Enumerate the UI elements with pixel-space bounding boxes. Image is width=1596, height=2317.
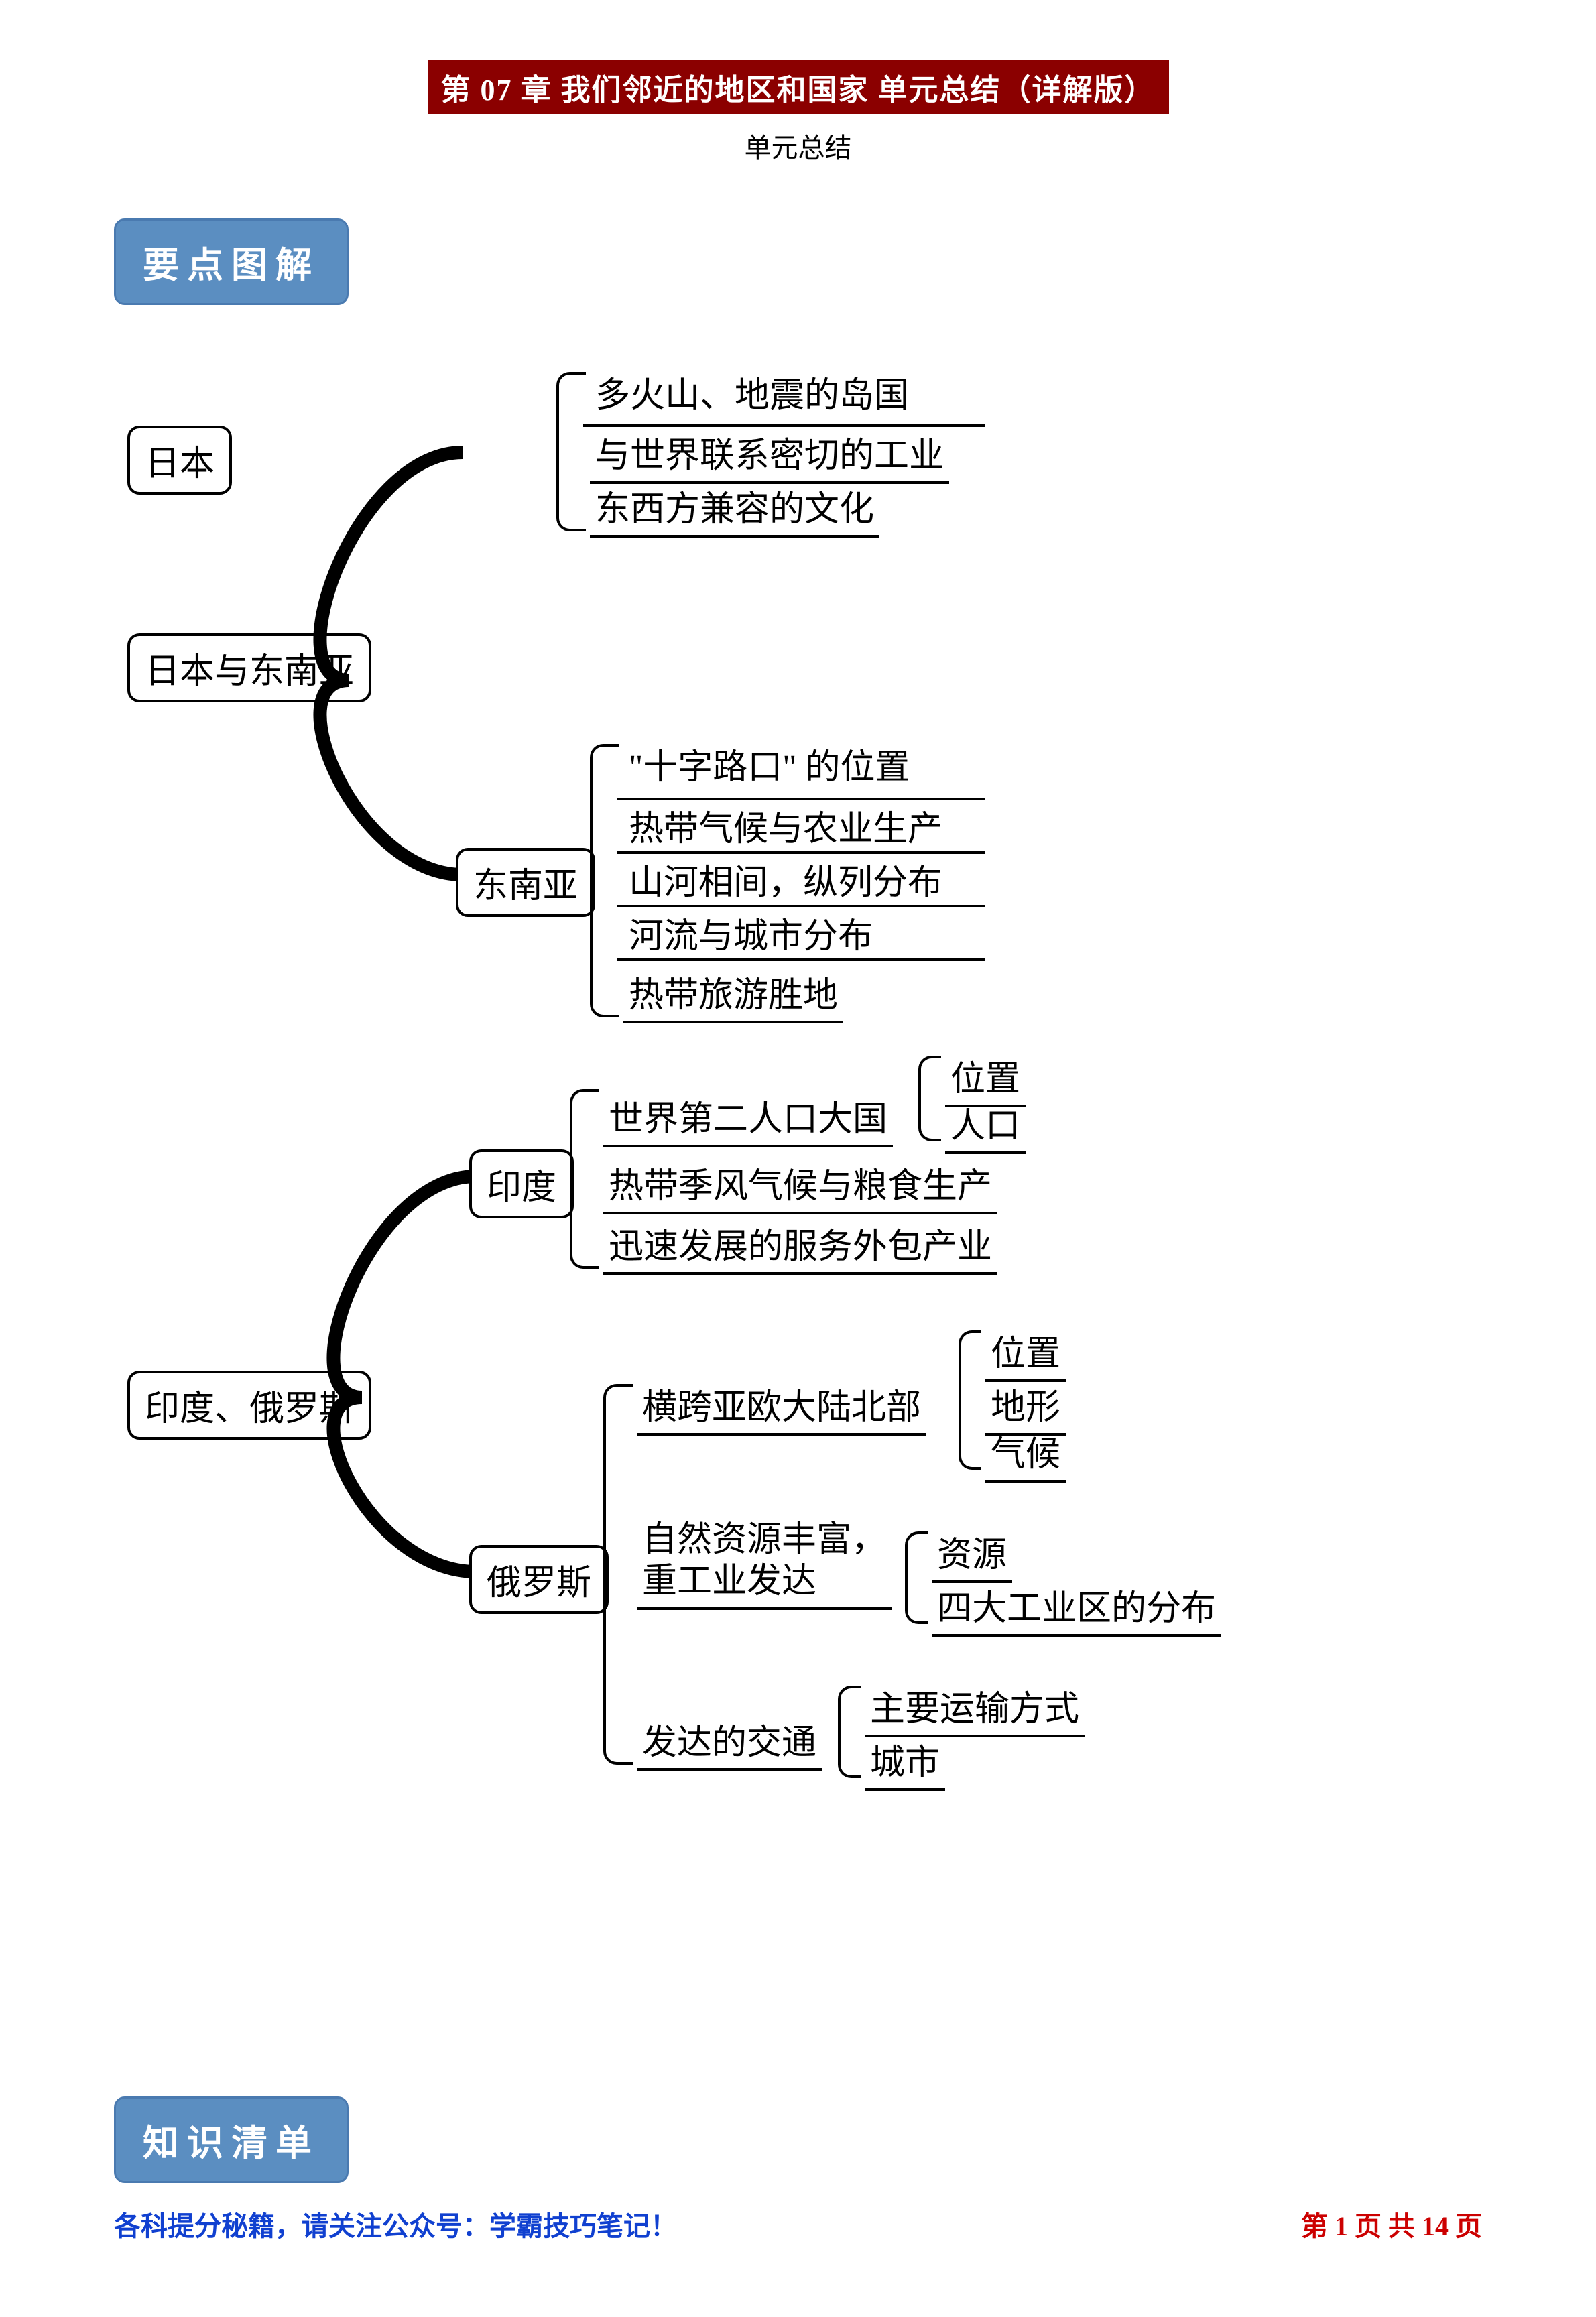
leaf: 河流与城市分布: [623, 906, 878, 962]
page-number: 第 1 页 共 14 页: [1301, 2204, 1482, 2243]
leaf: 四大工业区的分布: [932, 1578, 1221, 1637]
leaf: 迅速发展的服务外包产业: [603, 1216, 997, 1275]
mindmap-japan-sea: 日本与东南亚 日本 多火山、地震的岛国 与世界联系密切的工业 东西方兼容的文化 …: [127, 345, 1596, 1029]
leaf: 横跨亚欧大陆北部: [637, 1377, 926, 1436]
leaf: 热带季风气候与粮食生产: [603, 1156, 997, 1214]
page-subtitle: 单元总结: [0, 126, 1596, 165]
node-japan: 日本: [127, 426, 232, 495]
leaf: 热带旅游胜地: [623, 965, 843, 1023]
leaf: 气候: [985, 1424, 1066, 1483]
leaf: 多火山、地震的岛国: [590, 365, 914, 421]
leaf: 位置: [985, 1324, 1066, 1382]
mindmap-india-russia: 印度、俄罗斯 印度 世界第二人口大国 位置 人口 热带季风气候与粮食生产 迅速发…: [127, 1082, 1596, 1820]
leaf: 世界第二人口大国: [603, 1089, 893, 1147]
node-india: 印度: [469, 1149, 574, 1218]
node-russia: 俄罗斯: [469, 1545, 609, 1614]
section-essentials: 要点图解: [114, 218, 349, 305]
leaf: 主要运输方式: [865, 1679, 1085, 1737]
leaf: 热带气候与农业生产: [623, 799, 948, 855]
leaf: 资源: [932, 1525, 1012, 1583]
node-sea: 东南亚: [456, 848, 595, 917]
leaf: "十字路口" 的位置: [623, 737, 915, 793]
footer-promo: 各科提分秘籍，请关注公众号：学霸技巧笔记！: [114, 2211, 677, 2241]
footer: 各科提分秘籍，请关注公众号：学霸技巧笔记！ 第 1 页 共 14 页: [114, 2204, 1482, 2243]
leaf: 城市: [865, 1733, 945, 1791]
page-title: 第 07 章 我们邻近的地区和国家 单元总结（详解版）: [428, 60, 1169, 114]
leaf: 东西方兼容的文化: [590, 479, 879, 538]
leaf: 发达的交通: [637, 1712, 822, 1771]
leaf: 与世界联系密切的工业: [590, 426, 949, 484]
leaf: 人口: [945, 1096, 1026, 1154]
section-knowledge: 知识清单: [114, 2096, 349, 2183]
leaf: 自然资源丰富，重工业发达: [637, 1518, 892, 1610]
leaf: 山河相间，纵列分布: [623, 853, 948, 908]
